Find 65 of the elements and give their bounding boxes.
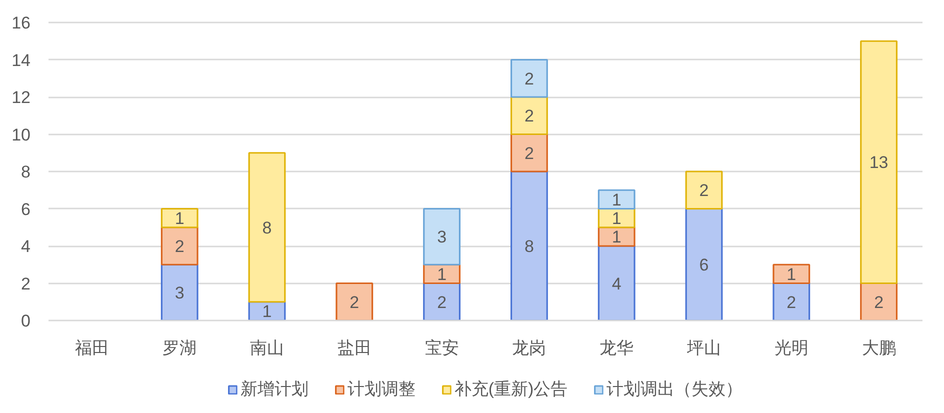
bar: [510, 133, 548, 172]
bar: [685, 170, 723, 210]
bar: [248, 152, 286, 303]
y-tick-label: 6: [21, 200, 31, 219]
data-label: 2: [874, 292, 884, 312]
bar: [160, 208, 198, 228]
bar: [160, 226, 198, 266]
data-label: 2: [524, 69, 534, 88]
bar: [598, 245, 636, 320]
data-label: 1: [437, 264, 447, 284]
data-label: 2: [350, 292, 360, 312]
x-tick-label: 龙华: [600, 338, 634, 358]
y-tick-label: 16: [12, 14, 31, 32]
y-tick-label: 0: [21, 312, 31, 330]
bar: [860, 282, 898, 320]
data-label: 4: [612, 274, 622, 294]
legend-label: 计划调出（失效）: [606, 378, 743, 400]
data-label: 13: [869, 153, 888, 172]
bar: [860, 40, 898, 284]
y-tick-label: 8: [21, 162, 31, 182]
bar: [423, 208, 461, 266]
data-label: 3: [437, 228, 447, 247]
x-tick-label: 福田: [75, 338, 110, 358]
data-label: 1: [174, 209, 184, 228]
x-tick-label: 盐田: [337, 338, 372, 358]
bar: [423, 282, 461, 320]
data-label: 2: [786, 292, 796, 312]
data-label: 1: [612, 190, 622, 210]
legend-label: 新增计划: [240, 378, 308, 400]
x-tick-label: 光明: [774, 338, 808, 358]
bar: [772, 264, 810, 284]
data-label: 2: [524, 144, 534, 163]
data-label: 2: [437, 292, 447, 312]
legend-label: 补充(重新)公告: [454, 378, 568, 400]
bar: [510, 58, 548, 98]
data-label: 3: [174, 284, 184, 303]
bar: [772, 282, 810, 320]
y-tick-label: 10: [12, 125, 31, 144]
x-tick-label: 罗湖: [162, 338, 197, 358]
data-label: 1: [262, 302, 272, 322]
x-tick-label: 南山: [250, 338, 284, 358]
data-label: 1: [786, 264, 796, 284]
y-tick-label: 12: [12, 88, 31, 107]
x-tick-label: 龙岗: [512, 338, 546, 358]
data-label: 6: [699, 256, 709, 275]
bar: [510, 96, 548, 136]
data-label: 2: [524, 106, 534, 126]
data-label: 1: [612, 209, 622, 228]
bar: [685, 208, 723, 320]
bar: [336, 282, 374, 320]
data-label: 8: [524, 237, 534, 256]
data-label: 2: [174, 237, 184, 256]
bar: [510, 170, 548, 320]
bar: [598, 189, 636, 210]
x-tick-label: 坪山: [686, 338, 721, 358]
data-label: 8: [262, 218, 272, 238]
y-tick-label: 4: [21, 237, 31, 256]
data-label: 2: [699, 181, 709, 200]
x-tick-label: 宝安: [424, 338, 459, 358]
legend-label: 计划调整: [347, 378, 416, 400]
y-tick-label: 14: [12, 50, 31, 70]
x-tick-label: 大鹏: [862, 338, 896, 358]
bar: [160, 264, 198, 320]
y-tick-label: 2: [21, 274, 31, 294]
data-label: 1: [612, 228, 622, 247]
